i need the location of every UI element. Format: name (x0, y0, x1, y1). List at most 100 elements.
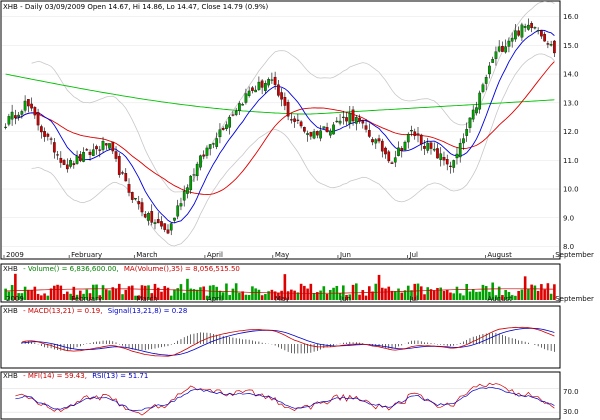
volume-header-symbol: XHB (3, 265, 18, 273)
candle-body (257, 81, 261, 90)
volume-bar (384, 288, 387, 300)
price-y-tick: 10.0 (563, 186, 579, 194)
candle-body (4, 126, 7, 128)
candle-body (468, 117, 472, 128)
volume-bar (439, 287, 443, 300)
candle-body (101, 141, 105, 150)
volume-bar (117, 283, 121, 300)
volume-bar (215, 286, 218, 300)
candle-body (393, 157, 397, 163)
volume-bar (91, 284, 95, 300)
candle-body (30, 103, 33, 109)
candle-body (85, 149, 89, 151)
candle-body (17, 114, 20, 118)
candle-body (471, 109, 475, 120)
svg-text:XHB - MFI(14) = 59.43,: XHB - MFI(14) = 59.43, RSI(13) = 51.71 (3, 372, 148, 380)
volume-bar (20, 293, 24, 300)
price-y-tick: 14.0 (563, 71, 579, 79)
volume-bar (108, 290, 111, 300)
candle-body (143, 213, 147, 218)
candle-body (205, 147, 209, 156)
volume-bar (36, 293, 40, 300)
candle-body (423, 146, 426, 149)
candle-body (251, 87, 254, 91)
volume-bar (416, 283, 420, 300)
volume-bar (400, 292, 404, 300)
mfi-grid (2, 388, 559, 413)
candle-body (212, 143, 215, 145)
candle-body (182, 190, 186, 201)
volume-bar (270, 289, 274, 300)
mfi-rsi-lines (15, 382, 555, 416)
candle-body (273, 76, 277, 85)
volume-bar (546, 283, 550, 300)
candle-body (111, 141, 115, 152)
volume-bar (475, 291, 478, 300)
volume-bar (523, 276, 527, 300)
candle-body (124, 172, 128, 182)
price-y-tick: 11.0 (563, 157, 579, 165)
volume-month-label: September (555, 295, 594, 303)
candle-body (332, 124, 335, 135)
price-y-tick: 13.0 (563, 99, 579, 107)
volume-bar (238, 292, 241, 300)
volume-bar (351, 284, 355, 300)
volume-bar (14, 273, 17, 300)
volume-bar (66, 291, 69, 300)
macd-lines (21, 326, 555, 357)
candle-body (358, 117, 361, 122)
candle-body (186, 187, 189, 194)
volume-bar (309, 283, 313, 300)
candle-body (432, 148, 436, 151)
candle-body (397, 147, 400, 156)
candle-body (199, 155, 202, 168)
volume-bar (413, 283, 417, 300)
macd-header-symbol: XHB (3, 307, 18, 315)
candle-body (65, 164, 69, 170)
candle-body (436, 148, 439, 159)
candle-body (202, 154, 206, 157)
candle-body (367, 130, 371, 137)
volume-bar (169, 295, 173, 300)
candle-body (501, 46, 504, 52)
volume-bar (481, 284, 485, 300)
candle-body (140, 202, 144, 213)
candle-body (465, 129, 469, 136)
volume-bar (27, 289, 30, 300)
candle-body (410, 130, 413, 132)
volume-bar (95, 284, 98, 300)
volume-bar (494, 295, 498, 300)
volume-bar (40, 295, 43, 300)
candle-body (78, 154, 82, 162)
candle-body (14, 115, 17, 119)
volume-bar (432, 290, 436, 300)
ma-mid-line (15, 61, 555, 196)
candle-body (497, 46, 501, 52)
candle-body (536, 30, 540, 32)
candle-body (478, 92, 482, 110)
candle-body (59, 157, 63, 163)
candle-body (88, 151, 92, 155)
candle-body (234, 110, 238, 115)
volume-bar (208, 285, 212, 300)
candles (4, 18, 556, 236)
volume-bar (553, 284, 556, 300)
volume-bar (104, 289, 108, 300)
volume-bar (23, 286, 27, 300)
candle-body (458, 142, 462, 158)
candle-body (384, 147, 387, 155)
candle-body (121, 172, 124, 174)
volume-bar (59, 285, 63, 300)
volume-bar (46, 295, 50, 300)
candle-body (69, 159, 72, 167)
candle-body (445, 159, 449, 165)
candle-body (553, 40, 556, 54)
candle-body (296, 119, 300, 121)
volume-bar (231, 288, 235, 300)
candle-body (507, 40, 511, 47)
volume-bar (403, 290, 407, 300)
volume-bar (517, 291, 520, 300)
candle-body (504, 46, 508, 53)
candle-body (179, 203, 183, 207)
volume-bar (319, 290, 322, 300)
